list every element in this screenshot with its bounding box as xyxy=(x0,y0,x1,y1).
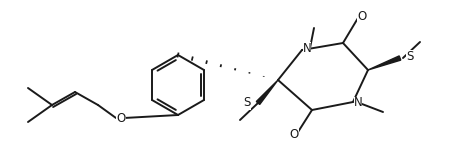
Text: O: O xyxy=(357,10,366,22)
Polygon shape xyxy=(256,80,277,104)
Text: S: S xyxy=(405,51,413,63)
Text: N: N xyxy=(302,43,311,56)
Polygon shape xyxy=(367,56,400,70)
Text: O: O xyxy=(116,111,125,125)
Text: S: S xyxy=(243,97,251,109)
Text: N: N xyxy=(353,97,362,109)
Text: O: O xyxy=(289,127,298,141)
